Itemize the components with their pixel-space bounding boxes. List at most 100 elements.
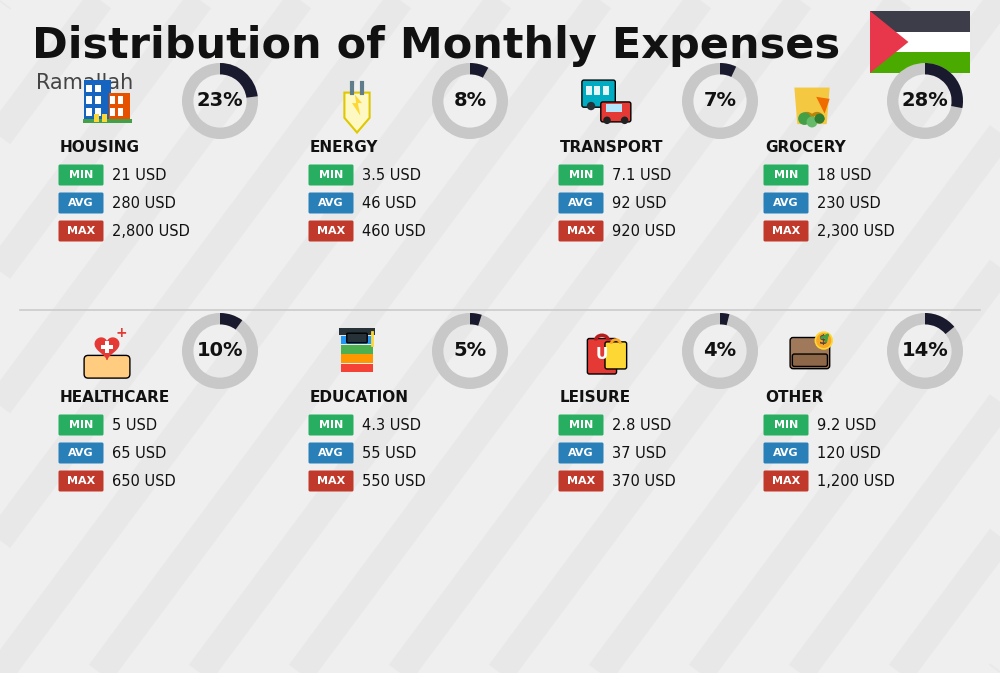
Bar: [94, 114, 99, 122]
FancyBboxPatch shape: [764, 164, 808, 186]
Polygon shape: [95, 338, 119, 359]
Text: AVG: AVG: [68, 198, 94, 208]
Text: AVG: AVG: [773, 198, 799, 208]
Text: 55 USD: 55 USD: [362, 446, 416, 460]
Bar: [84, 80, 111, 122]
Text: 5%: 5%: [453, 341, 487, 361]
FancyBboxPatch shape: [58, 443, 104, 464]
FancyBboxPatch shape: [308, 415, 354, 435]
Text: MAX: MAX: [317, 476, 345, 486]
Text: MIN: MIN: [319, 170, 343, 180]
Circle shape: [798, 112, 811, 125]
Wedge shape: [682, 313, 758, 389]
Text: ENERGY: ENERGY: [310, 141, 378, 155]
Text: 370 USD: 370 USD: [612, 474, 676, 489]
Text: 120 USD: 120 USD: [817, 446, 881, 460]
FancyBboxPatch shape: [558, 221, 604, 242]
Wedge shape: [470, 63, 488, 77]
FancyBboxPatch shape: [308, 221, 354, 242]
Bar: [95, 96, 101, 104]
Text: AVG: AVG: [568, 448, 594, 458]
Circle shape: [621, 116, 628, 124]
Text: Ramallah: Ramallah: [36, 73, 133, 93]
Text: 23%: 23%: [197, 92, 243, 110]
Bar: [102, 114, 107, 122]
Bar: [95, 108, 101, 116]
Bar: [594, 86, 600, 95]
Bar: [110, 108, 115, 116]
Text: 2,800 USD: 2,800 USD: [112, 223, 190, 238]
Text: Distribution of Monthly Expenses: Distribution of Monthly Expenses: [32, 25, 840, 67]
Polygon shape: [344, 93, 370, 133]
Bar: [341, 363, 373, 372]
Bar: [606, 104, 622, 112]
Text: EDUCATION: EDUCATION: [310, 390, 409, 406]
Text: MAX: MAX: [567, 226, 595, 236]
Circle shape: [603, 116, 611, 124]
Wedge shape: [887, 63, 963, 139]
Text: MIN: MIN: [569, 420, 593, 430]
Text: 2,300 USD: 2,300 USD: [817, 223, 895, 238]
Text: 37 USD: 37 USD: [612, 446, 666, 460]
Bar: [86, 85, 92, 92]
Text: +: +: [116, 326, 128, 341]
Polygon shape: [870, 11, 908, 73]
FancyBboxPatch shape: [58, 164, 104, 186]
FancyBboxPatch shape: [764, 443, 808, 464]
Text: 46 USD: 46 USD: [362, 195, 416, 211]
Text: MAX: MAX: [567, 476, 595, 486]
Text: 3.5 USD: 3.5 USD: [362, 168, 421, 182]
Bar: [101, 345, 113, 349]
Text: $: $: [819, 334, 828, 347]
Wedge shape: [432, 63, 508, 139]
Text: 920 USD: 920 USD: [612, 223, 676, 238]
Text: HEALTHCARE: HEALTHCARE: [60, 390, 170, 406]
Text: MIN: MIN: [774, 420, 798, 430]
Text: LEISURE: LEISURE: [560, 390, 631, 406]
FancyBboxPatch shape: [58, 192, 104, 213]
FancyBboxPatch shape: [764, 415, 808, 435]
FancyBboxPatch shape: [558, 470, 604, 491]
Text: AVG: AVG: [568, 198, 594, 208]
FancyBboxPatch shape: [790, 337, 830, 369]
FancyBboxPatch shape: [792, 354, 827, 366]
Wedge shape: [720, 63, 736, 77]
Wedge shape: [925, 313, 954, 334]
Text: 550 USD: 550 USD: [362, 474, 426, 489]
FancyBboxPatch shape: [308, 164, 354, 186]
FancyBboxPatch shape: [587, 339, 617, 374]
FancyBboxPatch shape: [764, 192, 808, 213]
Bar: [870, 52, 970, 73]
Wedge shape: [182, 313, 258, 389]
FancyBboxPatch shape: [558, 443, 604, 464]
Bar: [118, 96, 123, 104]
Bar: [341, 355, 373, 363]
FancyBboxPatch shape: [58, 470, 104, 491]
Text: 65 USD: 65 USD: [112, 446, 166, 460]
FancyBboxPatch shape: [308, 470, 354, 491]
FancyBboxPatch shape: [308, 192, 354, 213]
Wedge shape: [925, 63, 963, 108]
FancyBboxPatch shape: [582, 80, 615, 107]
Circle shape: [807, 116, 817, 127]
Text: AVG: AVG: [318, 448, 344, 458]
Text: MAX: MAX: [67, 476, 95, 486]
Text: MAX: MAX: [317, 226, 345, 236]
FancyBboxPatch shape: [84, 355, 130, 378]
Wedge shape: [220, 63, 258, 98]
Bar: [95, 85, 101, 92]
Bar: [341, 345, 373, 353]
Text: MIN: MIN: [69, 170, 93, 180]
Wedge shape: [470, 313, 482, 326]
Bar: [870, 11, 970, 32]
FancyBboxPatch shape: [558, 192, 604, 213]
FancyBboxPatch shape: [558, 415, 604, 435]
Text: MIN: MIN: [569, 170, 593, 180]
Text: MIN: MIN: [319, 420, 343, 430]
Text: MIN: MIN: [774, 170, 798, 180]
Text: 7%: 7%: [704, 92, 736, 110]
Text: MAX: MAX: [772, 476, 800, 486]
FancyBboxPatch shape: [601, 102, 631, 122]
Text: AVG: AVG: [773, 448, 799, 458]
Text: HOUSING: HOUSING: [60, 141, 140, 155]
